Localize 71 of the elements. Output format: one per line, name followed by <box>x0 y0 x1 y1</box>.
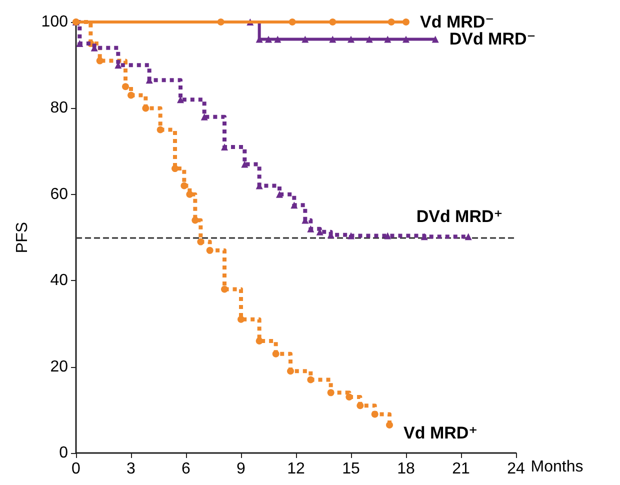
point <box>256 182 263 190</box>
point <box>384 36 392 43</box>
x-tick-label: 18 <box>397 460 415 478</box>
y-tick-label: 40 <box>50 272 68 290</box>
x-tick-label: 3 <box>126 460 136 478</box>
point <box>371 410 378 418</box>
point <box>206 246 214 254</box>
point <box>241 160 248 168</box>
point <box>192 216 199 224</box>
y-axis-title: PFS <box>14 222 31 254</box>
x-tick-label: 24 <box>507 460 525 478</box>
point <box>200 113 208 120</box>
point <box>432 36 439 43</box>
point <box>402 36 410 43</box>
y-tick-label: 80 <box>50 100 68 117</box>
point <box>386 421 393 428</box>
point <box>221 143 228 150</box>
point <box>348 232 354 240</box>
point <box>156 126 164 134</box>
point <box>384 232 392 240</box>
series-label: DVd MRD⁺ <box>416 207 503 226</box>
series-label: Vd MRD⁻ <box>420 12 494 32</box>
point <box>180 182 188 190</box>
point <box>288 18 296 26</box>
point <box>402 18 410 26</box>
point <box>420 233 428 240</box>
y-tick-label: 0 <box>59 444 68 462</box>
x-tick-label: 9 <box>236 460 246 478</box>
point <box>217 18 224 26</box>
point <box>146 76 153 84</box>
point <box>348 36 354 43</box>
point <box>346 393 353 400</box>
point <box>388 18 395 26</box>
point <box>256 337 263 344</box>
point <box>302 36 309 43</box>
point <box>329 36 336 43</box>
point <box>76 40 84 48</box>
y-tick-label: 60 <box>50 186 68 203</box>
point <box>366 36 373 43</box>
point <box>290 202 298 209</box>
point <box>197 238 204 246</box>
point <box>128 92 134 99</box>
point <box>307 376 314 384</box>
y-tick-label: 20 <box>50 358 68 376</box>
point <box>272 350 280 358</box>
series-label: DVd MRD⁻ <box>449 30 536 49</box>
point <box>307 225 314 232</box>
point <box>276 190 283 198</box>
point <box>327 389 334 396</box>
y-tick-label: 100 <box>41 14 68 30</box>
point <box>274 36 282 43</box>
point <box>287 368 294 375</box>
point <box>464 233 472 240</box>
series-label: Vd MRD⁺ <box>404 423 478 442</box>
point <box>172 165 178 172</box>
point <box>238 316 244 323</box>
point <box>142 104 150 112</box>
x-tick-label: 6 <box>182 460 191 478</box>
point <box>221 286 228 293</box>
point <box>329 18 336 26</box>
x-tick-label: 21 <box>452 460 470 478</box>
x-tick-label: 15 <box>342 460 360 478</box>
point <box>122 83 129 90</box>
point <box>356 402 364 410</box>
point <box>186 190 194 198</box>
point <box>302 216 309 224</box>
point <box>265 36 272 43</box>
x-tick-label: 0 <box>72 460 81 478</box>
x-axis-title: Months <box>530 458 584 476</box>
point <box>96 57 104 64</box>
x-tick-label: 12 <box>287 460 305 478</box>
